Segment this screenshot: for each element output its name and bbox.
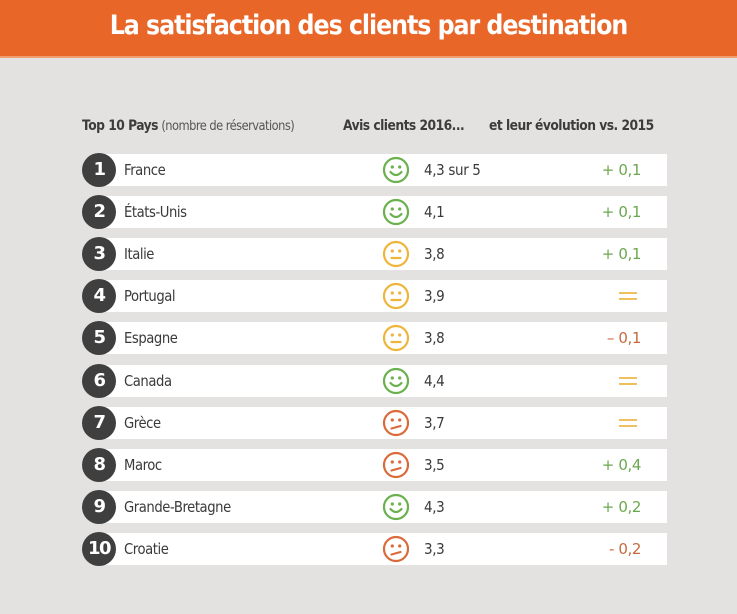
rating-score: 3,3 xyxy=(424,539,445,558)
country-name: Portugal xyxy=(124,287,176,306)
rating-score: 4,3 sur 5 xyxy=(424,161,481,179)
evolution-value: - 0,2 xyxy=(608,539,641,558)
country-name: Italie xyxy=(124,245,154,264)
table-row: 7 Grèce 3,7 = xyxy=(82,405,667,440)
evolution-value: – 0,1 xyxy=(606,329,642,348)
rank-badge: 6 xyxy=(82,363,116,398)
header-evolution: et leur évolution vs. 2015 xyxy=(489,118,654,134)
rank-badge: 8 xyxy=(82,447,116,482)
header-rank-label: Top 10 Pays xyxy=(82,118,158,134)
page-title: La satisfaction des clients par destinat… xyxy=(109,10,629,41)
row-background xyxy=(98,154,667,186)
table-row: 2 États-Unis 4,1 + 0,1 xyxy=(82,195,667,230)
equal-sign-icon: = xyxy=(619,292,637,301)
rank-badge: 4 xyxy=(82,279,116,314)
rating-score: 3,8 xyxy=(424,329,445,348)
rank-badge: 5 xyxy=(82,321,116,356)
table-row: 8 Maroc 3,5 + 0,4 xyxy=(82,447,667,482)
table-row: 6 Canada 4,4 = xyxy=(82,363,667,398)
row-background xyxy=(98,490,667,523)
happy-smiley-icon xyxy=(382,198,410,226)
rating-score: 4,1 xyxy=(424,203,445,222)
unhappy-smiley-icon xyxy=(382,451,410,478)
rating-score: 3,7 xyxy=(424,413,445,432)
unhappy-smiley-icon xyxy=(382,535,410,562)
happy-smiley-icon xyxy=(382,493,410,520)
table-row: 5 Espagne 3,8 – 0,1 xyxy=(82,321,667,356)
title-banner: La satisfaction des clients par destinat… xyxy=(0,0,737,58)
country-name: Croatie xyxy=(124,539,169,558)
country-name: Grèce xyxy=(124,413,161,432)
rank-badge: 10 xyxy=(82,531,116,566)
country-name: France xyxy=(124,161,166,179)
rank-badge: 9 xyxy=(82,489,116,524)
evolution-value: + 0,1 xyxy=(601,161,642,179)
row-background xyxy=(98,364,667,397)
table-row: 4 Portugal 3,9 = xyxy=(82,279,667,314)
rating-score: 3,8 xyxy=(424,245,445,264)
row-background xyxy=(98,322,667,355)
country-name: Canada xyxy=(124,371,172,390)
header-rank: Top 10 Pays (nombre de réservations) xyxy=(82,118,295,134)
equal-sign-icon: = xyxy=(619,376,637,385)
rating-score: 4,3 xyxy=(424,497,445,516)
rank-badge: 3 xyxy=(82,237,116,272)
unhappy-smiley-icon xyxy=(382,409,410,436)
country-name: Grande-Bretagne xyxy=(124,497,231,516)
table-row: 1 France 4,3 sur 5 + 0,1 xyxy=(82,153,667,187)
evolution-value: + 0,2 xyxy=(601,497,642,516)
table-row: 9 Grande-Bretagne 4,3 + 0,2 xyxy=(82,489,667,524)
neutral-smiley-icon xyxy=(382,241,410,268)
rank-badge: 7 xyxy=(82,405,116,440)
header-avis: Avis clients 2016... xyxy=(343,118,465,134)
equal-sign-icon: = xyxy=(619,418,637,427)
table-row: 3 Italie 3,8 + 0,1 xyxy=(82,237,667,272)
happy-smiley-icon xyxy=(382,156,410,184)
row-background xyxy=(98,406,667,439)
row-background xyxy=(98,196,667,229)
row-background xyxy=(98,280,667,313)
row-background xyxy=(98,238,667,271)
rating-score: 3,9 xyxy=(424,287,445,306)
evolution-value: + 0,1 xyxy=(601,245,642,264)
evolution-value: + 0,1 xyxy=(601,203,642,222)
country-name: Maroc xyxy=(124,455,162,474)
rank-badge: 1 xyxy=(82,153,116,187)
header-rank-sub: (nombre de réservations) xyxy=(161,119,295,134)
country-name: États-Unis xyxy=(124,203,187,222)
neutral-smiley-icon xyxy=(382,325,410,352)
row-background xyxy=(98,448,667,481)
happy-smiley-icon xyxy=(382,367,410,394)
rating-score: 3,5 xyxy=(424,455,445,474)
rank-badge: 2 xyxy=(82,195,116,230)
rating-score: 4,4 xyxy=(424,371,445,390)
country-name: Espagne xyxy=(124,329,178,348)
evolution-value: + 0,4 xyxy=(601,455,642,474)
neutral-smiley-icon xyxy=(382,283,410,310)
table-row: 10 Croatie 3,3 - 0,2 xyxy=(82,531,667,566)
row-background xyxy=(98,532,667,565)
